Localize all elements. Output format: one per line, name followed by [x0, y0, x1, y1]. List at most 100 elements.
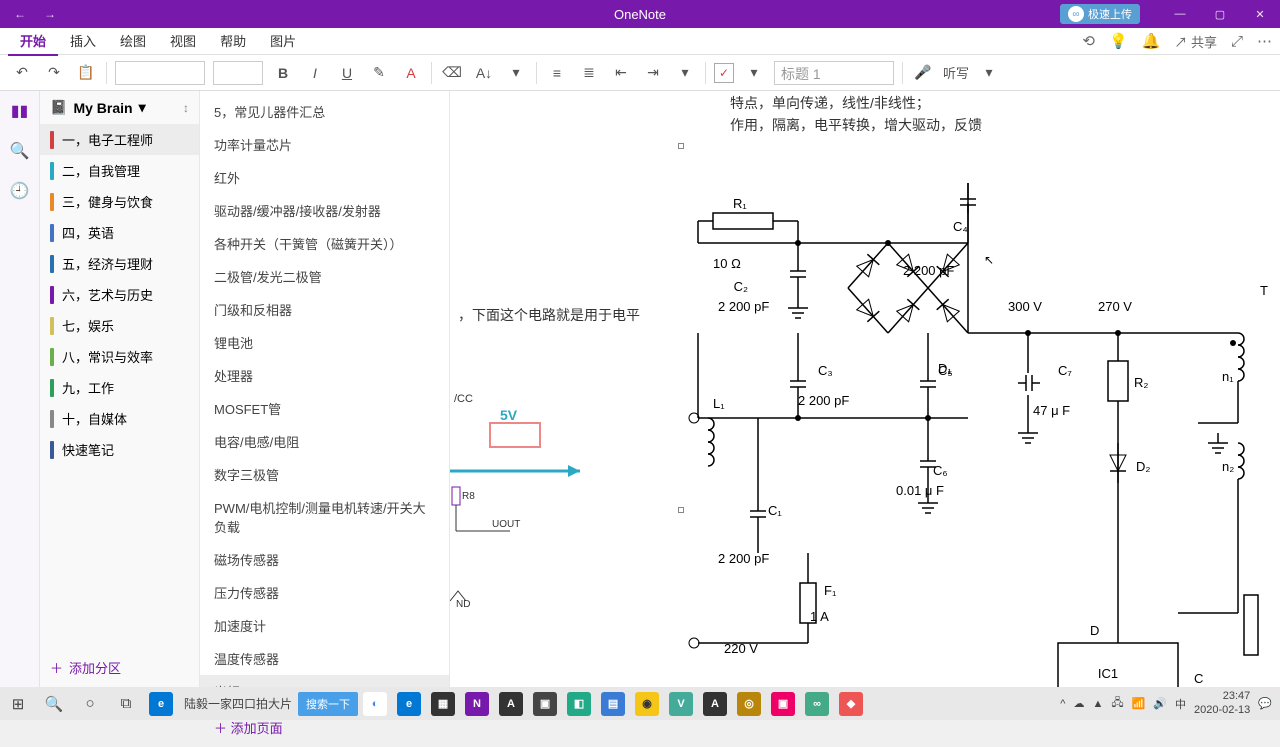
section-item[interactable]: 五，经济与理财 — [40, 248, 199, 279]
page-item[interactable]: 数字三极管 — [200, 458, 449, 491]
nav-back-icon[interactable]: ← — [14, 7, 26, 21]
taskbar-app-icon[interactable]: A — [495, 688, 527, 720]
numbering-button[interactable]: ≣ — [577, 61, 601, 85]
fullscreen-icon[interactable]: ⤢ — [1231, 33, 1243, 50]
section-item[interactable]: 九，工作 — [40, 372, 199, 403]
taskbar-search-box[interactable]: 搜索一下 — [298, 692, 358, 716]
tab-帮助[interactable]: 帮助 — [208, 27, 258, 56]
underline-button[interactable]: U — [335, 61, 359, 85]
taskbar-app-icon[interactable]: ◉ — [631, 688, 663, 720]
page-item[interactable]: 驱动器/缓冲器/接收器/发射器 — [200, 194, 449, 227]
align-dropdown-icon[interactable]: ▾ — [673, 61, 697, 85]
font-select[interactable] — [115, 61, 205, 85]
page-item[interactable]: 处理器 — [200, 359, 449, 392]
mic-icon[interactable]: 🎤 — [911, 61, 935, 85]
taskbar-app-icon[interactable]: V — [665, 688, 697, 720]
notebook-header[interactable]: 📓 My Brain ▾ ↕ — [40, 91, 199, 124]
page-item[interactable]: 加速度计 — [200, 609, 449, 642]
page-item[interactable]: 电容/电感/电阻 — [200, 425, 449, 458]
section-item[interactable]: 十，自媒体 — [40, 403, 199, 434]
paste-button[interactable]: 📋 — [74, 61, 98, 85]
sync-icon[interactable]: ⟲ — [1082, 32, 1095, 50]
page-item[interactable]: 各种开关（干簧管（磁簧开关）） — [200, 227, 449, 260]
fontsize-select[interactable] — [213, 61, 263, 85]
highlight-button[interactable]: ✎ — [367, 61, 391, 85]
share-button[interactable]: ↗ 共享 — [1174, 32, 1217, 51]
bold-button[interactable]: B — [271, 61, 295, 85]
bullets-button[interactable]: ≡ — [545, 61, 569, 85]
more-icon[interactable]: ⋯ — [1257, 32, 1272, 50]
italic-button[interactable]: I — [303, 61, 327, 85]
bulb-icon[interactable]: 💡 — [1109, 32, 1128, 50]
tray-wifi-icon[interactable]: 📶 — [1132, 697, 1146, 710]
recent-icon[interactable]: 🕘 — [10, 181, 30, 201]
nav-fwd-icon[interactable]: → — [44, 7, 56, 21]
minimize-button[interactable]: — — [1160, 0, 1200, 28]
taskbar-app-icon[interactable]: ▤ — [597, 688, 629, 720]
tray-onedrive-icon[interactable]: ▲ — [1092, 698, 1103, 710]
dictate-button[interactable]: 听写 — [943, 63, 969, 82]
page-item[interactable]: 二极管/发光二极管 — [200, 260, 449, 293]
taskbar-app-icon[interactable]: ◆ — [835, 688, 867, 720]
page-item[interactable]: 压力传感器 — [200, 576, 449, 609]
page-item[interactable]: 锂电池 — [200, 326, 449, 359]
cortana-icon[interactable]: ○ — [72, 687, 108, 720]
taskbar-clock[interactable]: 23:47 2020-02-13 — [1194, 690, 1250, 716]
page-item[interactable]: 磁场传感器 — [200, 543, 449, 576]
tab-开始[interactable]: 开始 — [8, 27, 58, 56]
notifications-icon[interactable]: 💬 — [1258, 697, 1272, 710]
taskbar-app-icon[interactable]: A — [699, 688, 731, 720]
tab-视图[interactable]: 视图 — [158, 27, 208, 56]
taskbar-app-icon[interactable]: e — [393, 688, 425, 720]
format-painter-button[interactable]: A↓ — [472, 61, 496, 85]
tag-dropdown-icon[interactable]: ▾ — [742, 61, 766, 85]
edge-icon[interactable]: e — [145, 688, 177, 720]
tab-插入[interactable]: 插入 — [58, 27, 108, 56]
search-icon[interactable]: 🔍 — [10, 141, 30, 161]
tab-图片[interactable]: 图片 — [258, 27, 308, 56]
sort-icon[interactable]: ↕ — [183, 101, 189, 115]
taskview-icon[interactable]: ⧉ — [108, 687, 144, 720]
redo-button[interactable]: ↷ — [42, 61, 66, 85]
section-item[interactable]: 四，英语 — [40, 217, 199, 248]
tray-network-icon[interactable]: 🖧 — [1111, 694, 1123, 713]
todo-checkbox[interactable]: ✓ — [714, 63, 734, 83]
add-section-button[interactable]: ＋ 添加分区 — [40, 648, 199, 687]
page-item[interactable]: 温度传感器 — [200, 642, 449, 675]
page-item[interactable]: 5，常见儿器件汇总 — [200, 95, 449, 128]
start-button[interactable]: ⊞ — [0, 687, 36, 720]
outdent-button[interactable]: ⇤ — [609, 61, 633, 85]
indent-button[interactable]: ⇥ — [641, 61, 665, 85]
taskbar-app-icon[interactable]: ▦ — [427, 688, 459, 720]
fontcolor-button[interactable]: A — [399, 61, 423, 85]
taskbar-app-icon[interactable]: ◧ — [563, 688, 595, 720]
taskbar-app-icon[interactable]: ◐ — [359, 688, 391, 720]
section-item[interactable]: 八，常识与效率 — [40, 341, 199, 372]
taskbar-app-icon[interactable]: ◎ — [733, 688, 765, 720]
page-item[interactable]: 门级和反相器 — [200, 293, 449, 326]
section-item[interactable]: 二，自我管理 — [40, 155, 199, 186]
tray-cloud-icon[interactable]: ☁ — [1073, 697, 1084, 710]
section-item[interactable]: 三，健身与饮食 — [40, 186, 199, 217]
dropdown-icon[interactable]: ▾ — [504, 61, 528, 85]
taskbar-app-icon[interactable]: ∞ — [801, 688, 833, 720]
taskbar-search-icon[interactable]: 🔍 — [36, 687, 72, 720]
taskbar-app-icon[interactable]: ▣ — [529, 688, 561, 720]
page-item[interactable]: PWM/电机控制/测量电机转速/开关大负载 — [200, 491, 449, 543]
notebooks-icon[interactable]: ▮▮ — [11, 101, 29, 121]
tray-volume-icon[interactable]: 🔊 — [1153, 697, 1167, 710]
page-item[interactable]: 红外 — [200, 161, 449, 194]
section-item[interactable]: 七，娱乐 — [40, 310, 199, 341]
close-button[interactable]: ✕ — [1240, 0, 1280, 28]
clear-format-button[interactable]: ⌫ — [440, 61, 464, 85]
tab-绘图[interactable]: 绘图 — [108, 27, 158, 56]
tray-ime-icon[interactable]: 中 — [1175, 696, 1186, 712]
heading-select[interactable]: 标题 1 — [774, 61, 894, 85]
tray-up-icon[interactable]: ^ — [1060, 698, 1065, 710]
upload-pill[interactable]: ∞ 极速上传 — [1060, 4, 1140, 24]
taskbar-app-icon[interactable]: N — [461, 688, 493, 720]
page-item[interactable]: MOSFET管 — [200, 392, 449, 425]
undo-button[interactable]: ↶ — [10, 61, 34, 85]
edge-title[interactable]: 陆毅一家四口拍大片 — [178, 695, 298, 712]
maximize-button[interactable]: ▢ — [1200, 0, 1240, 28]
